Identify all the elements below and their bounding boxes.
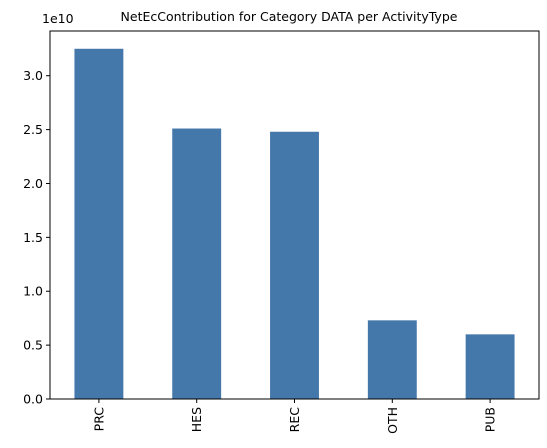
y-tick-label: 0.0	[23, 392, 43, 407]
plot-frame	[49, 30, 540, 400]
chart-title: NetEcContribution for Category DATA per …	[121, 9, 458, 24]
x-tick-label-hes: HES	[189, 407, 204, 432]
y-tick-label: 2.0	[23, 176, 43, 191]
x-tick-label-oth: OTH	[385, 407, 400, 434]
bar-oth	[367, 320, 417, 399]
y-tick-label: 0.5	[23, 338, 43, 353]
y-tick-label: 3.0	[23, 68, 43, 83]
y-tick-label: 1.5	[23, 230, 43, 245]
y-tick-label: 1.0	[23, 284, 43, 299]
y-axis: 0.0 0.5 1.0 1.5 2.0 2.5 3.0	[23, 68, 50, 407]
bar-rec	[270, 131, 319, 399]
bars-group	[74, 48, 515, 399]
x-axis: PRC HES REC OTH PUB	[91, 399, 498, 434]
bar-pub	[465, 334, 515, 399]
bar-hes	[172, 128, 222, 399]
y-axis-scale-label: 1e10	[42, 11, 74, 26]
x-tick-label-rec: REC	[287, 407, 302, 433]
bar-prc	[74, 48, 124, 399]
x-tick-label-pub: PUB	[483, 407, 498, 432]
y-tick-label: 2.5	[23, 122, 43, 137]
x-tick-label-prc: PRC	[91, 407, 106, 432]
